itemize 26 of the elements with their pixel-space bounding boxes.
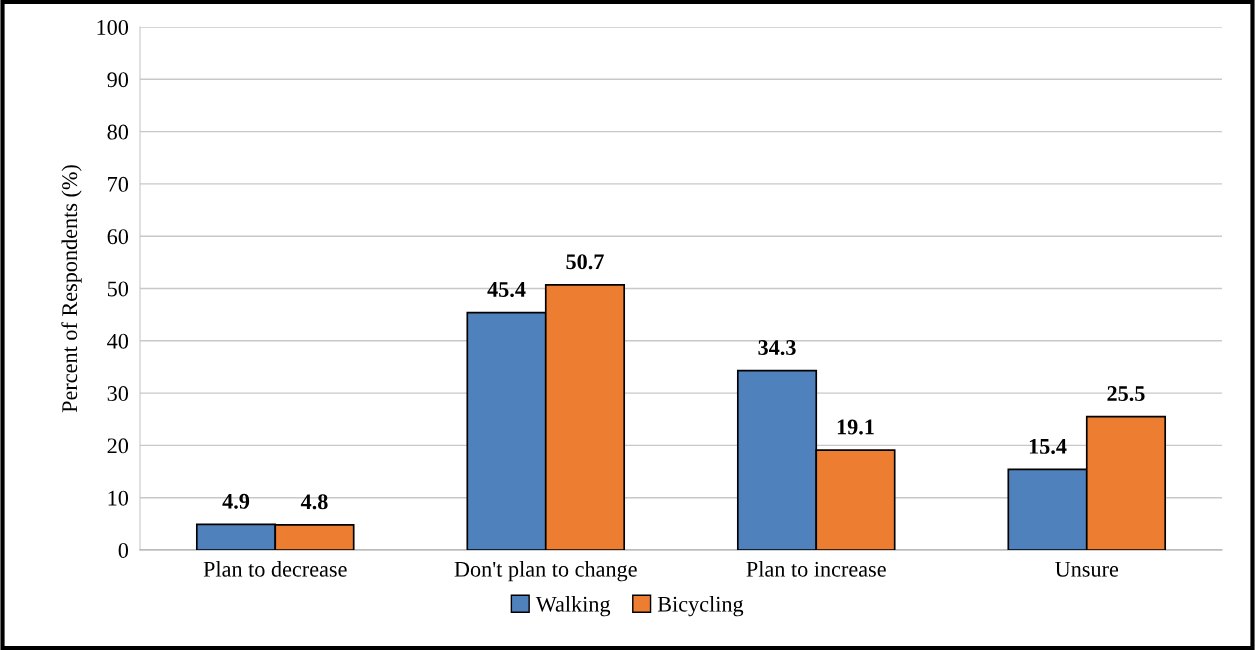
data-label: 25.5: [1107, 386, 1145, 402]
legend-label: Walking: [535, 596, 611, 617]
x-tick-label: Plan to decrease: [203, 561, 347, 577]
legend-label: Bicycling: [657, 596, 744, 617]
data-label: 34.3: [758, 340, 796, 356]
data-label: 50.7: [566, 254, 604, 270]
y-tick-label: 100: [97, 19, 129, 35]
y-axis-title: Percent of Respondents (%): [61, 165, 82, 413]
y-tick-label: 50: [107, 281, 129, 297]
y-tick-label: 80: [107, 124, 129, 140]
y-tick-label: 40: [107, 333, 129, 349]
y-tick-label: 30: [107, 386, 129, 402]
x-tick-label: Plan to increase: [746, 561, 886, 577]
y-tick-label: 70: [108, 176, 129, 192]
data-label: 4.8: [300, 494, 328, 510]
data-label: 19.1: [837, 419, 874, 435]
data-label: 15.4: [1029, 438, 1067, 454]
y-tick-label: 0: [118, 542, 129, 558]
x-tick-label: Don't plan to change: [454, 561, 637, 582]
data-label: 45.4: [487, 282, 526, 298]
y-tick-label: 20: [107, 438, 129, 454]
y-tick-label: 90: [107, 72, 129, 88]
data-label: 4.9: [222, 493, 250, 509]
x-tick-label: Unsure: [1055, 561, 1119, 577]
y-tick-label: 10: [108, 490, 129, 506]
y-tick-label: 60: [107, 229, 129, 245]
